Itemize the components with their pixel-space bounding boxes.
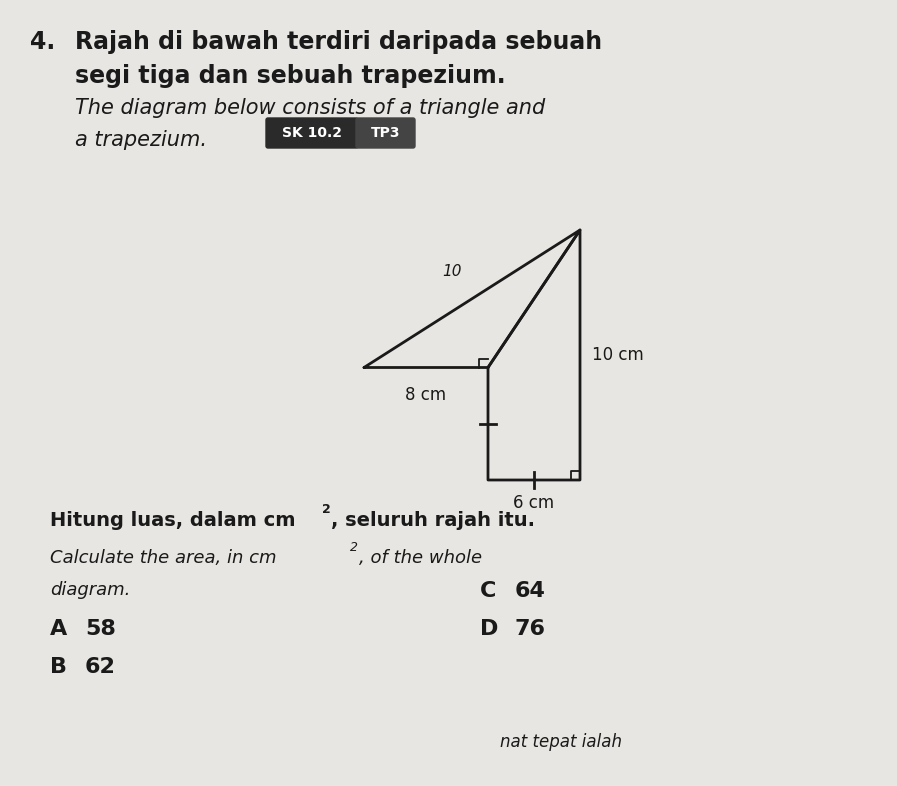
- Text: TP3: TP3: [370, 126, 400, 140]
- Text: 64: 64: [515, 581, 546, 601]
- Text: a trapezium.: a trapezium.: [75, 130, 207, 150]
- Text: Hitung luas, dalam cm: Hitung luas, dalam cm: [50, 511, 295, 530]
- Text: , of the whole: , of the whole: [359, 549, 482, 567]
- FancyBboxPatch shape: [356, 118, 415, 148]
- Text: diagram.: diagram.: [50, 581, 130, 599]
- Text: C: C: [480, 581, 496, 601]
- FancyBboxPatch shape: [266, 118, 358, 148]
- Text: nat tepat ialah: nat tepat ialah: [500, 733, 622, 751]
- Text: 58: 58: [85, 619, 116, 639]
- Text: 10: 10: [442, 264, 462, 279]
- Text: A: A: [50, 619, 67, 639]
- Text: 4.: 4.: [30, 30, 56, 54]
- Text: 76: 76: [515, 619, 546, 639]
- Text: Rajah di bawah terdiri daripada sebuah: Rajah di bawah terdiri daripada sebuah: [75, 30, 602, 54]
- Text: 2: 2: [350, 541, 358, 554]
- Text: , seluruh rajah itu.: , seluruh rajah itu.: [331, 511, 535, 530]
- Text: 10 cm: 10 cm: [592, 346, 644, 364]
- Text: The diagram below consists of a triangle and: The diagram below consists of a triangle…: [75, 98, 545, 118]
- Text: SK 10.2: SK 10.2: [282, 126, 342, 140]
- Text: B: B: [50, 657, 67, 677]
- Text: Calculate the area, in cm: Calculate the area, in cm: [50, 549, 276, 567]
- Text: D: D: [480, 619, 499, 639]
- Text: 62: 62: [85, 657, 116, 677]
- Text: segi tiga dan sebuah trapezium.: segi tiga dan sebuah trapezium.: [75, 64, 506, 88]
- Text: 2: 2: [322, 503, 331, 516]
- Text: 6 cm: 6 cm: [513, 494, 554, 512]
- Text: 8 cm: 8 cm: [405, 385, 447, 403]
